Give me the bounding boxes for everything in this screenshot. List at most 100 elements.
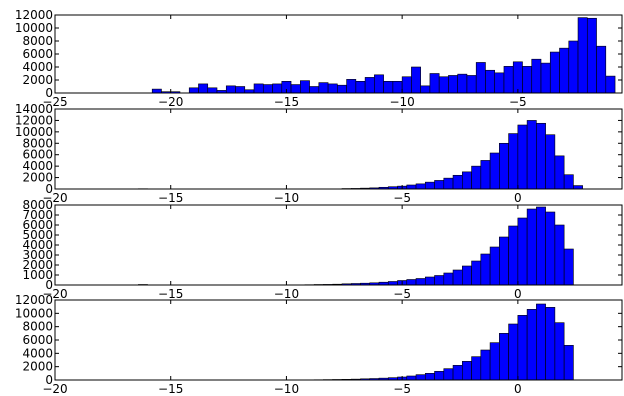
x-tick-label: −10 <box>389 95 414 109</box>
histogram-bar <box>462 361 472 381</box>
y-tick-label: 6000 <box>22 333 53 347</box>
histogram-bar <box>318 82 329 94</box>
x-tick-label: −10 <box>274 382 299 396</box>
y-tick-label: 6000 <box>22 47 53 61</box>
x-tick-label: 0 <box>514 287 522 301</box>
histogram-bar <box>536 303 546 381</box>
histogram-bar <box>434 371 445 381</box>
x-tick-label: −20 <box>158 95 183 109</box>
x-tick-label: −25 <box>42 95 67 109</box>
histogram-bar <box>563 174 574 190</box>
histogram-bar <box>406 279 417 286</box>
histogram-bar <box>151 88 162 94</box>
y-tick-label: 12000 <box>15 113 53 127</box>
y-tick-label: 12000 <box>15 293 53 307</box>
y-tick-label: 0 <box>45 182 53 196</box>
y-tick-label: 10000 <box>15 125 53 139</box>
x-tick-label: 0 <box>514 191 522 205</box>
y-tick-label: 4000 <box>22 346 53 360</box>
histogram-bar <box>401 76 412 94</box>
histogram-bar <box>526 309 537 381</box>
x-tick-label: −5 <box>509 95 527 109</box>
histogram-bar <box>198 83 209 94</box>
histogram-bar <box>406 184 417 190</box>
histogram-bar <box>207 87 218 94</box>
histogram-bar <box>448 75 458 94</box>
histogram-bar <box>411 66 421 94</box>
x-tick-label: −15 <box>158 191 183 205</box>
x-tick-label: −5 <box>393 382 411 396</box>
histogram-bar <box>462 265 472 286</box>
histogram-bar <box>536 122 546 190</box>
histogram-bar <box>480 253 491 286</box>
histogram-bar <box>522 66 533 94</box>
histogram-bar <box>309 86 320 94</box>
histogram-bar <box>434 275 445 286</box>
histogram-bar <box>549 51 560 94</box>
histogram-bar <box>253 83 264 94</box>
histogram-bar <box>462 171 472 190</box>
histogram-bar <box>494 72 505 94</box>
y-tick-label: 7000 <box>22 208 53 222</box>
y-tick-label: 0 <box>45 86 53 100</box>
histogram-bar <box>337 84 347 94</box>
y-tick-label: 0 <box>45 373 53 387</box>
histogram-bar <box>586 17 597 94</box>
histogram-bar <box>424 276 435 286</box>
histogram-bar <box>346 79 357 94</box>
histogram-bar <box>471 356 482 381</box>
histogram-bar <box>577 17 588 94</box>
y-tick-label: 4000 <box>22 60 53 74</box>
histogram-bar <box>485 69 496 94</box>
histogram-bar <box>457 73 468 94</box>
histogram-bar <box>452 174 463 190</box>
histogram-bar <box>568 40 579 94</box>
x-tick-label: −20 <box>42 191 67 205</box>
histogram-bar <box>327 83 338 94</box>
y-tick-label: 8000 <box>22 198 53 212</box>
x-tick-label: −15 <box>158 287 183 301</box>
y-tick-label: 8000 <box>22 34 53 48</box>
histogram-bar <box>392 81 403 94</box>
histogram-bar <box>596 45 607 94</box>
histogram-bar <box>563 345 574 381</box>
histogram-bar <box>517 217 528 286</box>
x-tick-label: −15 <box>274 95 299 109</box>
histogram-bar <box>499 236 509 286</box>
histogram-bar <box>429 73 440 94</box>
histogram-bar <box>225 85 236 94</box>
histogram-bar <box>235 86 246 94</box>
y-tick-label: 6000 <box>22 148 53 162</box>
histogram-bar <box>480 349 491 381</box>
histogram-bar <box>517 315 528 381</box>
histogram-bar <box>415 278 426 286</box>
y-tick-label: 8000 <box>22 136 53 150</box>
histogram-bar <box>512 61 523 94</box>
histogram-bar <box>563 248 574 286</box>
histogram-bar <box>605 75 616 94</box>
y-tick-label: 3000 <box>22 248 53 262</box>
x-tick-label: −10 <box>274 287 299 301</box>
y-tick-label: 8000 <box>22 320 53 334</box>
histogram-bar <box>554 155 565 190</box>
histogram-bar <box>531 58 542 94</box>
histogram-bar <box>188 87 199 94</box>
histogram-bar <box>415 374 426 381</box>
histogram-bar <box>526 208 537 286</box>
histogram-bar <box>536 206 546 286</box>
histogram-bar <box>526 120 537 190</box>
histogram-bar <box>499 142 509 190</box>
x-tick-label: −5 <box>393 191 411 205</box>
histogram-bar <box>480 160 491 190</box>
y-tick-label: 12000 <box>15 8 53 22</box>
histogram-bar <box>554 224 565 286</box>
histogram-bar <box>452 269 463 286</box>
histogram-bar <box>471 260 482 286</box>
x-tick-label: −15 <box>158 382 183 396</box>
histogram-bar <box>540 62 551 94</box>
x-tick-label: −10 <box>274 191 299 205</box>
histogram-bar <box>438 76 449 94</box>
